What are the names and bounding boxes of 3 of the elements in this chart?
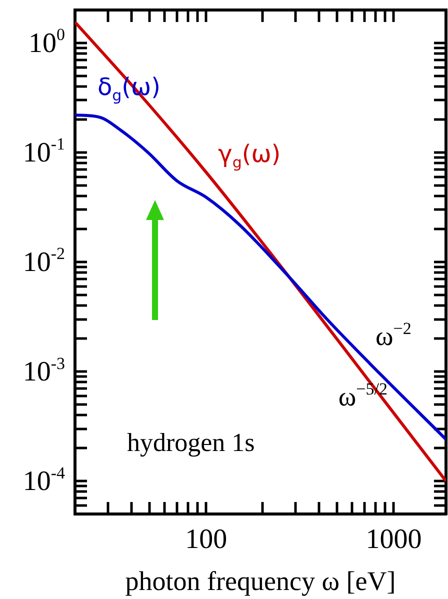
x-axis-title: photon frequency ω [eV]	[125, 566, 396, 596]
x-tick-label: 1000	[366, 524, 422, 556]
annotation: hydrogen 1s	[126, 428, 255, 457]
